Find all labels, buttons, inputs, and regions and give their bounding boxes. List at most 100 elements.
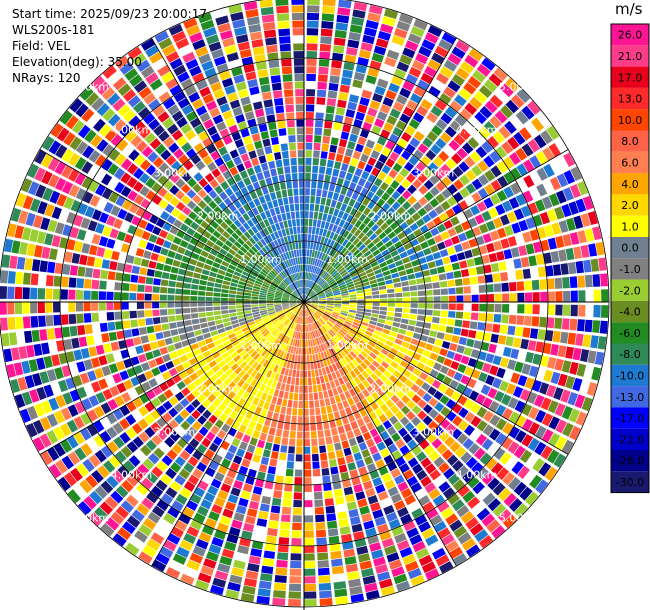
velocity-gate bbox=[304, 309, 306, 317]
velocity-gate bbox=[228, 294, 236, 298]
velocity-gate bbox=[292, 306, 299, 312]
velocity-gate bbox=[422, 137, 434, 148]
velocity-gate bbox=[366, 271, 375, 278]
velocity-gate bbox=[355, 401, 364, 411]
velocity-gate bbox=[279, 315, 287, 321]
velocity-gate bbox=[464, 54, 479, 68]
velocity-gate bbox=[212, 388, 222, 397]
velocity-gate bbox=[273, 183, 281, 192]
velocity-gate bbox=[496, 250, 505, 261]
velocity-gate bbox=[301, 287, 304, 295]
velocity-gate bbox=[24, 375, 35, 389]
velocity-gate bbox=[527, 340, 537, 352]
velocity-gate bbox=[250, 326, 258, 332]
velocity-gate bbox=[302, 309, 304, 317]
velocity-gate bbox=[166, 344, 176, 353]
velocity-gate bbox=[415, 52, 429, 65]
velocity-gate bbox=[356, 364, 365, 373]
velocity-gate bbox=[311, 234, 315, 242]
velocity-gate bbox=[348, 31, 361, 41]
velocity-gate bbox=[410, 238, 419, 247]
velocity-gate bbox=[361, 89, 373, 99]
velocity-gate bbox=[535, 253, 545, 266]
velocity-gate bbox=[310, 242, 314, 250]
velocity-gate bbox=[402, 190, 412, 200]
velocity-gate bbox=[478, 223, 489, 234]
velocity-gate bbox=[266, 303, 274, 306]
velocity-gate bbox=[483, 332, 492, 342]
velocity-gate bbox=[345, 281, 354, 286]
velocity-gate bbox=[207, 276, 216, 283]
velocity-gate bbox=[270, 337, 277, 345]
velocity-gate bbox=[318, 304, 326, 307]
velocity-gate bbox=[598, 257, 607, 271]
velocity-gate bbox=[128, 115, 141, 128]
colorbar-tick-label: 1.0 bbox=[621, 220, 639, 233]
velocity-gate bbox=[181, 142, 192, 153]
velocity-gate bbox=[165, 51, 180, 63]
velocity-gate bbox=[408, 253, 418, 262]
velocity-gate bbox=[111, 470, 125, 483]
nrays-text: NRays: 120 bbox=[12, 71, 81, 85]
range-ring-label: 5.00km bbox=[499, 80, 541, 93]
velocity-gate bbox=[275, 292, 283, 296]
velocity-gate bbox=[380, 332, 389, 339]
velocity-gate bbox=[337, 331, 345, 338]
velocity-gate bbox=[210, 425, 220, 435]
velocity-gate bbox=[176, 380, 186, 390]
velocity-gate bbox=[522, 268, 531, 279]
velocity-gate bbox=[142, 343, 152, 352]
velocity-gate bbox=[112, 533, 127, 547]
velocity-gate bbox=[194, 432, 204, 443]
velocity-gate bbox=[334, 298, 342, 301]
velocity-gate bbox=[106, 215, 116, 227]
velocity-gate bbox=[212, 398, 222, 408]
velocity-gate bbox=[179, 450, 191, 461]
velocity-gate bbox=[131, 469, 145, 482]
velocity-gate bbox=[272, 90, 283, 99]
velocity-gate bbox=[359, 274, 368, 281]
velocity-gate bbox=[258, 365, 266, 374]
velocity-gate bbox=[404, 125, 416, 136]
velocity-gate bbox=[278, 36, 291, 44]
velocity-gate bbox=[223, 377, 232, 386]
velocity-gate bbox=[51, 206, 62, 220]
velocity-gate bbox=[386, 49, 400, 60]
velocity-gate bbox=[290, 266, 295, 274]
velocity-gate bbox=[301, 233, 304, 242]
velocity-gate bbox=[452, 415, 463, 427]
velocity-gate bbox=[468, 267, 477, 276]
velocity-gate bbox=[331, 403, 339, 412]
velocity-gate bbox=[326, 299, 334, 301]
velocity-gate bbox=[343, 486, 354, 496]
velocity-gate bbox=[55, 459, 68, 474]
velocity-gate bbox=[240, 339, 249, 346]
velocity-gate bbox=[215, 278, 223, 284]
velocity-gate bbox=[254, 478, 265, 488]
velocity-gate bbox=[400, 236, 410, 245]
velocity-gate bbox=[14, 393, 26, 409]
velocity-gate bbox=[299, 256, 303, 265]
velocity-gate bbox=[251, 361, 259, 369]
velocity-gate bbox=[410, 303, 418, 308]
velocity-gate bbox=[355, 111, 366, 121]
velocity-gate bbox=[248, 358, 256, 367]
velocity-gate bbox=[420, 457, 432, 469]
velocity-gate bbox=[342, 347, 349, 355]
velocity-gate bbox=[481, 472, 495, 485]
velocity-gate bbox=[183, 160, 194, 171]
velocity-gate bbox=[398, 328, 407, 335]
velocity-gate bbox=[192, 183, 202, 194]
velocity-gate bbox=[102, 144, 115, 157]
velocity-gate bbox=[512, 337, 522, 348]
azimuth-spokes bbox=[0, 0, 609, 610]
velocity-gate bbox=[246, 184, 255, 193]
velocity-gate bbox=[258, 510, 269, 520]
velocity-gate bbox=[76, 463, 89, 477]
velocity-gate bbox=[231, 340, 240, 347]
velocity-gate bbox=[283, 291, 291, 296]
velocity-gate bbox=[541, 429, 554, 443]
velocity-gate bbox=[56, 340, 65, 352]
velocity-gate bbox=[500, 238, 510, 249]
velocity-gate bbox=[61, 148, 74, 163]
